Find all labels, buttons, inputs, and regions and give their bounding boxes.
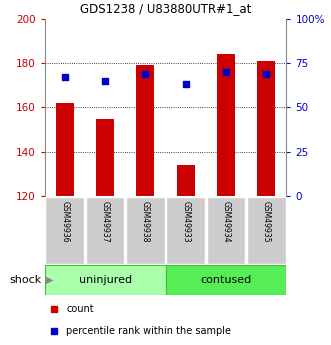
Bar xyxy=(45,265,166,295)
Point xyxy=(263,71,269,77)
Bar xyxy=(86,197,124,264)
Bar xyxy=(176,165,195,196)
Text: ▶: ▶ xyxy=(46,275,54,285)
Point xyxy=(183,82,188,87)
Point xyxy=(62,75,68,80)
Text: GDS1238 / U83880UTR#1_at: GDS1238 / U83880UTR#1_at xyxy=(80,2,251,16)
Bar xyxy=(217,55,235,196)
Text: GSM49935: GSM49935 xyxy=(262,201,271,243)
Text: GSM49933: GSM49933 xyxy=(181,201,190,243)
Bar xyxy=(257,61,275,196)
Point xyxy=(223,69,228,75)
Bar xyxy=(166,197,205,264)
Bar xyxy=(207,197,245,264)
Point xyxy=(102,78,108,84)
Text: count: count xyxy=(67,304,94,314)
Bar xyxy=(56,103,74,196)
Text: shock: shock xyxy=(9,275,41,285)
Bar xyxy=(166,265,286,295)
Text: percentile rank within the sample: percentile rank within the sample xyxy=(67,326,231,336)
Text: GSM49936: GSM49936 xyxy=(60,201,69,243)
Point xyxy=(143,71,148,77)
Bar xyxy=(126,197,165,264)
Text: contused: contused xyxy=(200,275,252,285)
Point xyxy=(52,328,57,334)
Point xyxy=(52,306,57,312)
Bar xyxy=(45,197,84,264)
Bar xyxy=(96,119,114,196)
Bar xyxy=(136,66,155,196)
Bar xyxy=(247,197,286,264)
Text: GSM49938: GSM49938 xyxy=(141,201,150,243)
Text: GSM49937: GSM49937 xyxy=(101,201,110,243)
Text: GSM49934: GSM49934 xyxy=(221,201,230,243)
Text: uninjured: uninjured xyxy=(78,275,132,285)
